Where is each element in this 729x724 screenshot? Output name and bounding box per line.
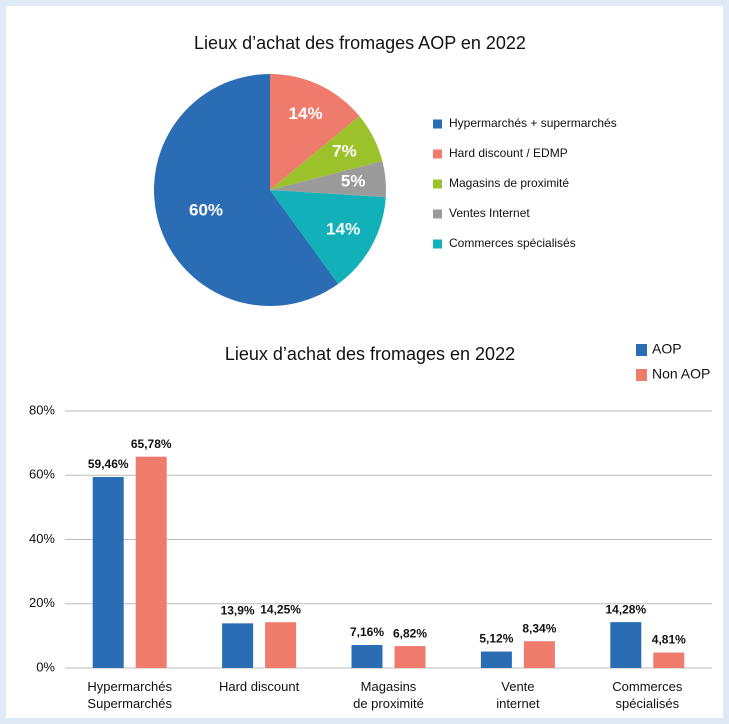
bar <box>610 622 642 668</box>
x-tick-line: de proximité <box>353 696 424 711</box>
legend-label: AOP <box>652 341 682 357</box>
x-tick-label: Commerces spécialisés <box>612 679 683 711</box>
pie-slice <box>153 74 339 306</box>
x-tick-line: Supermarchés <box>87 696 172 711</box>
legend-label: Hypermarchés + supermarchés <box>449 116 617 130</box>
legend-swatch <box>433 119 442 129</box>
chart-title: Lieux d’achat des fromages AOP en 2022 <box>194 33 526 53</box>
x-tick-label: Magasins de proximité <box>353 679 424 711</box>
legend-swatch <box>433 209 442 219</box>
y-tick-label: 80% <box>29 402 55 417</box>
legend-swatch <box>636 369 647 381</box>
x-tick-line: Commerces <box>612 679 683 694</box>
bar <box>265 622 297 668</box>
bar <box>135 456 167 668</box>
bar <box>480 651 512 668</box>
pie-slice <box>270 116 383 190</box>
y-tick-label: 20% <box>29 595 55 610</box>
chart-title: Lieux d’achat des fromages en 2022 <box>225 344 515 364</box>
legend-label: Magasins de proximité <box>449 176 569 190</box>
x-tick-label: Hypermarchés Supermarchés <box>87 679 172 711</box>
bar <box>653 652 685 668</box>
legend-swatch <box>433 149 442 159</box>
bar <box>394 646 426 668</box>
x-tick-line: spécialisés <box>616 696 680 711</box>
y-tick-label: 40% <box>29 531 55 546</box>
bar <box>523 641 555 668</box>
legend-swatch <box>433 179 442 189</box>
x-tick-label: Hard discount <box>219 679 300 694</box>
bar-value-label: 7,16% <box>350 625 384 639</box>
x-tick-line: Vente <box>501 679 534 694</box>
pie-slice <box>270 190 386 284</box>
bar-value-label: 8,34% <box>522 621 556 635</box>
bar-value-label: 14,28% <box>605 602 646 616</box>
legend-label: Commerces spécialisés <box>449 236 576 250</box>
legend-swatch <box>433 239 442 249</box>
slice-label: 60% <box>189 200 223 219</box>
legend-label: Non AOP <box>652 366 710 382</box>
bar-value-label: 13,9% <box>221 604 255 618</box>
pie-slice <box>270 74 360 190</box>
x-tick-line: Hypermarchés <box>87 679 172 694</box>
bar <box>92 476 124 668</box>
slice-label: 5% <box>341 172 366 191</box>
bar-value-label: 5,12% <box>479 632 513 646</box>
legend-swatch <box>636 344 647 356</box>
bar <box>222 623 254 668</box>
bar <box>351 644 383 668</box>
bar-value-label: 14,25% <box>260 602 301 616</box>
slice-label: 14% <box>326 220 360 239</box>
x-tick-line: internet <box>496 696 540 711</box>
pie-slice <box>270 161 386 198</box>
x-tick-line: Magasins <box>361 679 417 694</box>
x-tick-line: Hard discount <box>219 679 300 694</box>
x-tick-label: Vente internet <box>496 679 540 711</box>
bar-value-label: 6,82% <box>393 626 427 640</box>
bar-value-label: 4,81% <box>652 633 686 647</box>
y-tick-label: 60% <box>29 467 55 482</box>
bar-value-label: 59,46% <box>88 457 129 471</box>
bar-value-label: 65,78% <box>131 437 172 451</box>
y-tick-label: 0% <box>36 659 55 674</box>
slice-label: 14% <box>289 104 323 123</box>
legend-label: Ventes Internet <box>449 206 530 220</box>
legend-label: Hard discount / EDMP <box>449 146 568 160</box>
slice-label: 7% <box>332 142 357 161</box>
